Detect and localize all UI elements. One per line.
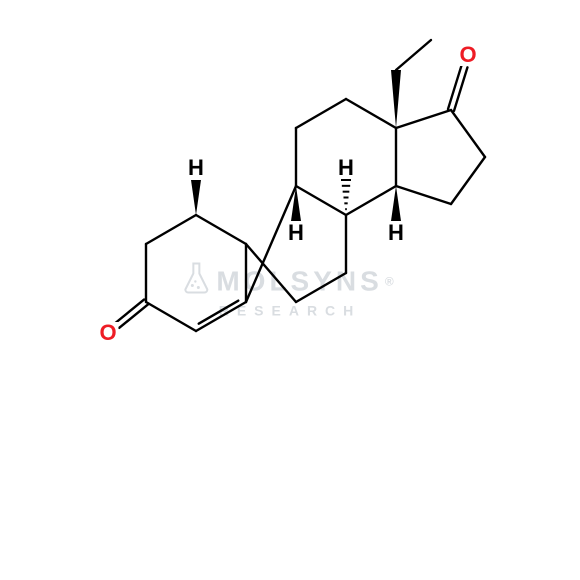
atom-label-H10: H: [186, 157, 206, 179]
atom-label-O3: O: [97, 322, 118, 344]
bond-layer: [0, 0, 580, 580]
atom-label-H8: H: [336, 157, 356, 179]
atom-label-O17: O: [457, 44, 478, 66]
atom-label-H14: H: [386, 222, 406, 244]
structure-canvas: MOLSYNS ® RESEARCH OOHHHH: [0, 0, 580, 580]
atom-label-H9: H: [286, 222, 306, 244]
